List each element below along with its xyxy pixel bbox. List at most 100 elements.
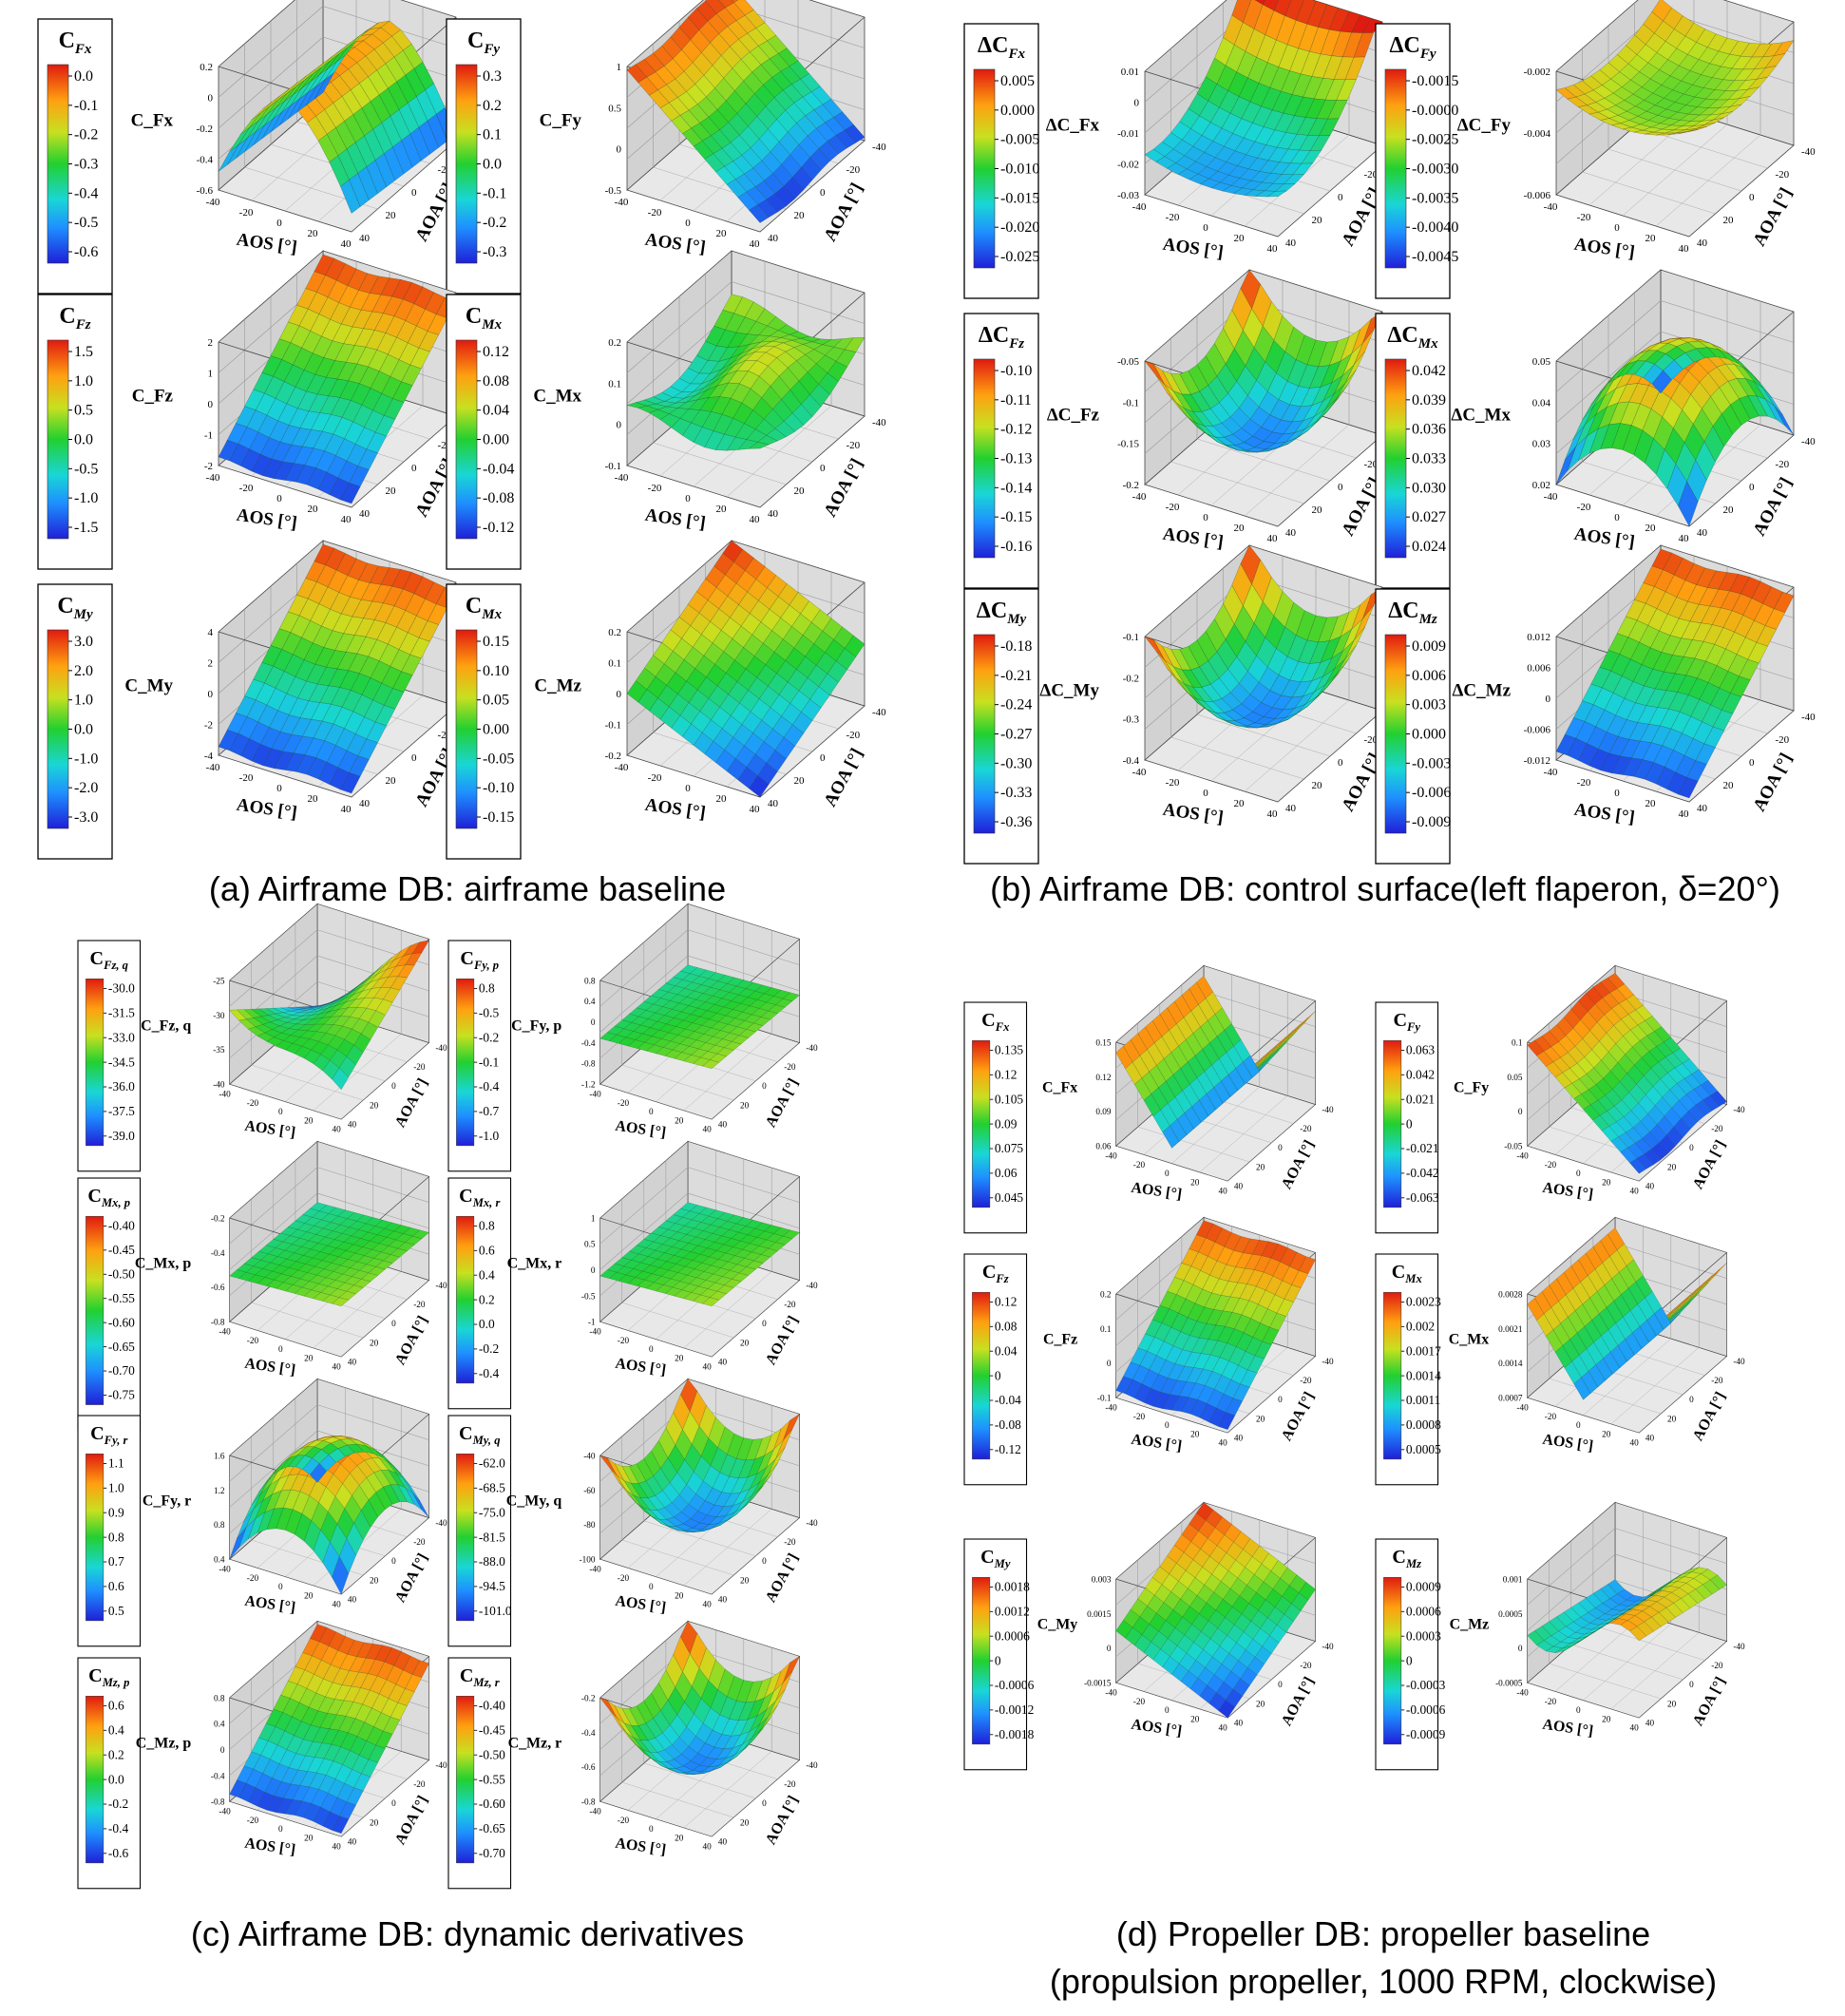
y-tick-label: 20: [1667, 1162, 1677, 1171]
legend: CFy, r1.11.00.90.80.70.60.5: [77, 1415, 142, 1647]
legend-tick-label: -0.025: [1000, 249, 1039, 265]
legend-tick-label: -0.24: [1000, 697, 1032, 713]
x-tick-label: 40: [341, 238, 352, 250]
grid-line: [599, 1192, 800, 1270]
y-tick-label: 0: [762, 1556, 767, 1566]
y-tick-label: 0: [411, 463, 417, 474]
chart-20: CMz, r-0.40-0.45-0.50-0.55-0.60-0.65-0.7…: [447, 1620, 818, 1890]
z-tick-label: -40: [213, 1080, 225, 1090]
y-tick-label: 20: [740, 1817, 750, 1827]
grid-line: [726, 405, 832, 498]
x-tick-label: -40: [615, 472, 629, 484]
y-tick-label: -40: [1322, 1357, 1334, 1366]
y-axis-label: AOA [°]: [763, 1550, 802, 1605]
legend-title-sub: Mx: [481, 317, 502, 333]
z-tick-label: 0: [208, 689, 214, 700]
legend: CMx0.00230.0020.00170.00140.00110.00080.…: [1375, 1253, 1441, 1486]
y-tick-label: 40: [359, 798, 371, 809]
legend-tick-label: -37.5: [108, 1104, 135, 1118]
legend-colorbar: [972, 1040, 991, 1208]
y-tick-label: 0: [411, 752, 417, 764]
x-axis-label: AOS [°]: [1162, 800, 1225, 828]
z-tick-label: 0: [1546, 694, 1551, 705]
x-tick-label: 0: [685, 783, 691, 794]
legend-tick-label: 0.009: [1412, 638, 1446, 655]
legend-tick-label: 0.6: [479, 1244, 495, 1258]
y-tick-label: -20: [413, 1779, 426, 1789]
z-tick-label: -35: [213, 1045, 225, 1055]
x-tick-label: 20: [1645, 523, 1657, 534]
legend-tick-label: -0.0015: [1412, 73, 1458, 89]
legend-tick-label: 0.000: [1412, 727, 1446, 743]
z-tick-label: 0.012: [1527, 632, 1550, 643]
y-tick-label: -20: [1711, 1124, 1723, 1133]
y-tick-label: 40: [1697, 803, 1708, 814]
legend-tick-label: 0.021: [1406, 1092, 1435, 1106]
y-tick-label: -40: [435, 1043, 447, 1053]
x-tick-label: 40: [333, 1842, 342, 1852]
x-tick-label: -20: [247, 1336, 259, 1345]
legend-tick-label: 0.0: [74, 722, 93, 738]
legend-tick-label: 0.5: [108, 1604, 124, 1618]
z-tick-label: 1.6: [214, 1451, 225, 1460]
y-tick-label: 20: [1667, 1414, 1677, 1423]
grid-line: [229, 929, 429, 1007]
x-tick-label: 20: [1234, 523, 1246, 534]
z-tick-label: -0.1: [605, 720, 621, 732]
x-tick-label: -20: [247, 1573, 259, 1583]
legend-colorbar: [86, 1696, 105, 1864]
z-tick-label: 0: [591, 1018, 596, 1027]
y-axis-label: AOA [°]: [1279, 1137, 1318, 1191]
surface: [599, 964, 800, 1069]
legend-tick-label: -1.0: [479, 1129, 500, 1143]
z-axis-label: ΔC_Mx: [1451, 406, 1511, 426]
z-tick-label: 4: [208, 627, 214, 638]
legend-tick-label: 0.039: [1412, 392, 1446, 409]
y-tick-label: 40: [718, 1837, 728, 1847]
legend-tick-label: 0.0018: [995, 1580, 1030, 1594]
x-axis-label: AOS [°]: [243, 1593, 296, 1616]
legend-tick-label: 1.0: [74, 693, 93, 709]
x-tick-label: 40: [1267, 808, 1279, 820]
z-tick-label: 0.0014: [1498, 1359, 1523, 1368]
grid-line: [1555, 331, 1795, 424]
z-tick-label: -0.8: [211, 1797, 225, 1807]
x-tick-label: -20: [648, 207, 662, 219]
x-tick-label: -40: [1132, 201, 1147, 213]
z-tick-label: 0.05: [1532, 356, 1551, 368]
surface-cell: [1144, 636, 1166, 661]
y-tick-label: -20: [1776, 734, 1790, 746]
x-tick-label: 0: [1576, 1169, 1581, 1178]
legend-tick-label: -0.1: [479, 1055, 499, 1069]
z-tick-label: -30: [213, 1011, 225, 1020]
chart-21: CFx0.1350.120.1050.090.0750.060.045-40-2…: [963, 964, 1334, 1234]
x-axis-label: AOS [°]: [614, 1118, 667, 1141]
surface: [1144, 269, 1383, 453]
x-tick-label: 20: [1190, 1177, 1200, 1187]
surface: [1555, 337, 1795, 527]
grid-line: [683, 1751, 772, 1829]
x-tick-label: 40: [1630, 1438, 1640, 1448]
z-tick-label: -0.2: [211, 1213, 225, 1223]
z-tick-label: -0.002: [1524, 67, 1550, 78]
legend-tick-label: -0.1: [483, 185, 506, 201]
x-tick-label: -40: [615, 197, 629, 208]
legend: CMz, p0.60.40.20.0-0.2-0.4-0.6: [77, 1657, 142, 1890]
chart-10: ΔCMx0.0420.0390.0360.0330.0300.0270.024-…: [1375, 269, 1816, 589]
legend: CMx, p-0.40-0.45-0.50-0.55-0.60-0.65-0.7…: [77, 1177, 142, 1431]
y-tick-label: 0: [1749, 192, 1755, 203]
legend-tick-label: -0.14: [1000, 480, 1032, 496]
x-tick-label: 40: [1267, 533, 1279, 544]
legend-title-sub: Mz, p: [102, 1676, 130, 1689]
legend-tick-label: -75.0: [479, 1505, 505, 1519]
z-tick-label: 0: [617, 144, 622, 156]
y-tick-label: 20: [386, 210, 397, 221]
legend-tick-label: 0.042: [1412, 363, 1446, 379]
z-tick-label: 0: [1107, 1359, 1112, 1368]
chart-12: ΔCMz0.0090.0060.0030.000-0.003-0.006-0.0…: [1375, 544, 1816, 865]
chart-25: CMy0.00180.00120.00060-0.0006-0.0012-0.0…: [963, 1501, 1334, 1771]
x-tick-label: 0: [276, 493, 282, 504]
